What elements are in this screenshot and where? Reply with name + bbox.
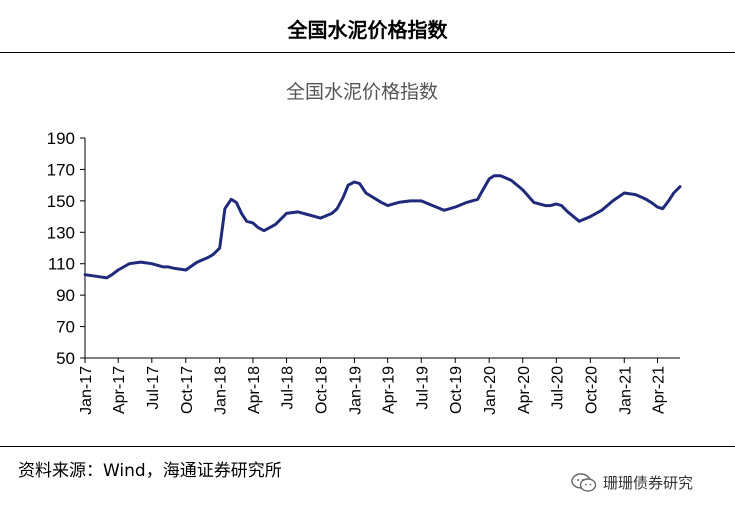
y-tick-label: 110: [48, 255, 75, 274]
x-tick-label: Jan-19: [347, 366, 364, 415]
wechat-icon: [571, 472, 597, 492]
y-tick-label: 150: [47, 192, 75, 211]
series-line: [83, 174, 682, 280]
y-tick-label: 130: [47, 223, 75, 242]
price-index-chart: 全国水泥价格指数 Jan-17 Apr-17 Jul-17 Oct-17 Jan-18 A…: [47, 81, 682, 415]
x-tick-label: Jan-20: [482, 366, 499, 415]
x-tick-label: Apr-21: [650, 366, 667, 414]
x-tick-label: Jul-20: [549, 366, 566, 410]
x-tick-label: Jul-18: [280, 366, 297, 410]
x-tick-label: Oct-17: [179, 366, 196, 414]
x-tick-label: Apr-17: [111, 366, 128, 414]
chart-title: 全国水泥价格指数: [286, 81, 438, 103]
x-tick-label: Jul-19: [414, 366, 431, 410]
x-tick-label: Jan-18: [213, 366, 230, 415]
x-tick-label: Apr-18: [246, 366, 263, 414]
watermark-text: 珊珊债券研究: [603, 474, 694, 492]
x-tick-label: Apr-20: [516, 366, 533, 414]
x-tick-label: Oct-18: [313, 366, 330, 414]
watermark: 珊珊债券研究: [571, 472, 693, 493]
x-tick-label: Oct-20: [583, 366, 600, 414]
y-tick-label: 70: [56, 318, 75, 337]
source-note: 资料来源：Wind，海通证券研究所: [18, 461, 282, 481]
y-tick-label: 170: [47, 160, 75, 179]
y-tick-label: 90: [56, 286, 75, 305]
x-tick-label: Jul-17: [145, 366, 162, 410]
bottom-divider: [0, 446, 735, 447]
y-tick-label: 190: [47, 129, 75, 148]
x-tick-label: Jan-17: [78, 366, 95, 415]
x-tick-label: Oct-19: [448, 366, 465, 414]
page-title: 全国水泥价格指数: [287, 18, 448, 42]
top-divider: [0, 52, 735, 53]
y-tick-label: 50: [56, 349, 75, 368]
x-tick-label: Apr-19: [381, 366, 398, 414]
x-tick-label: Jan-21: [617, 366, 634, 415]
